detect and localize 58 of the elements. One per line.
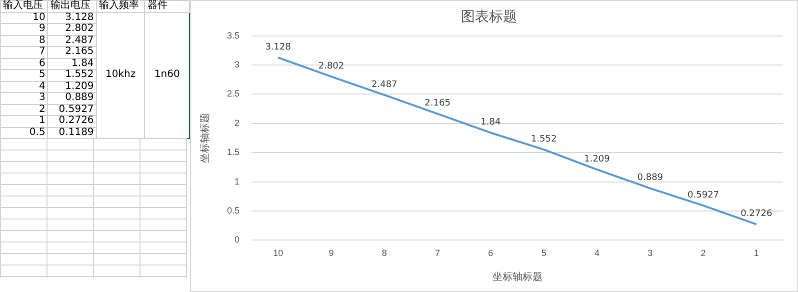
- text: 0.5927: [48, 104, 96, 116]
- data-label: 1.84: [480, 118, 501, 128]
- y-tick-label: 1: [234, 176, 240, 186]
- text: 2.802: [48, 23, 96, 35]
- category-label: 输入电压: [0, 0, 48, 12]
- y-tick-label: 1.5: [226, 147, 240, 158]
- x-tick-label: 7: [435, 248, 440, 258]
- text: 0.889: [48, 92, 96, 104]
- y-tick-label: 3: [234, 59, 240, 70]
- text: 10: [0, 12, 48, 24]
- text: 1.84: [48, 58, 96, 70]
- y-tick-label: 3.5: [226, 30, 240, 40]
- text: 2.487: [48, 34, 96, 46]
- data-label: 2.165: [424, 98, 450, 109]
- x-tick-label: 10: [273, 248, 284, 258]
- x-tick-label: 9: [328, 248, 334, 258]
- data-label: 1.209: [584, 154, 610, 164]
- data-label: 0.889: [637, 173, 664, 184]
- text: 1: [0, 115, 48, 127]
- text: 1.552: [48, 69, 96, 81]
- y-tick-label: 0.5: [226, 205, 240, 216]
- y-tick-label: 2.5: [226, 88, 240, 99]
- data-label: 3.128: [265, 42, 292, 52]
- text: 0.1189: [48, 126, 96, 138]
- y-tick-label: 2: [234, 118, 240, 128]
- text: 0.5: [0, 126, 48, 138]
- text: 3.128: [48, 12, 96, 24]
- text: 7: [0, 46, 48, 58]
- text: 3: [0, 92, 48, 104]
- x-tick-label: 5: [541, 248, 546, 258]
- text: 4: [0, 80, 48, 92]
- data-label: 0.2726: [740, 209, 772, 220]
- text: 6: [0, 58, 48, 70]
- data-label: 2.802: [318, 61, 344, 72]
- x-tick-label: 3: [648, 248, 653, 258]
- category-label: 器件: [144, 0, 190, 12]
- y-tick-label: 0: [234, 234, 240, 245]
- data-label: 0.5927: [688, 190, 720, 200]
- text: 0.2726: [48, 115, 96, 127]
- text: 1.209: [48, 80, 96, 92]
- x-tick-label: 1: [754, 248, 759, 258]
- x-tick-label: 6: [488, 248, 494, 258]
- text: 8: [0, 34, 48, 46]
- text: 5: [0, 69, 48, 81]
- text: 9: [0, 23, 48, 35]
- text: 10khz: [96, 12, 145, 138]
- chart-title: 图表标题: [461, 9, 517, 26]
- x-tick-label: 2: [700, 248, 706, 258]
- text: 1n60: [144, 12, 190, 138]
- data-label: 2.487: [372, 80, 398, 90]
- data-label: 1.552: [530, 134, 557, 144]
- y-axis-title: 坐标轴标题: [198, 113, 211, 163]
- x-tick-label: 4: [594, 248, 600, 258]
- category-label: 输出电压: [48, 0, 96, 12]
- x-axis-title: 坐标轴标题: [492, 270, 542, 283]
- text: 2: [0, 104, 48, 116]
- x-tick-label: 8: [382, 248, 387, 258]
- text: 2.165: [48, 46, 96, 58]
